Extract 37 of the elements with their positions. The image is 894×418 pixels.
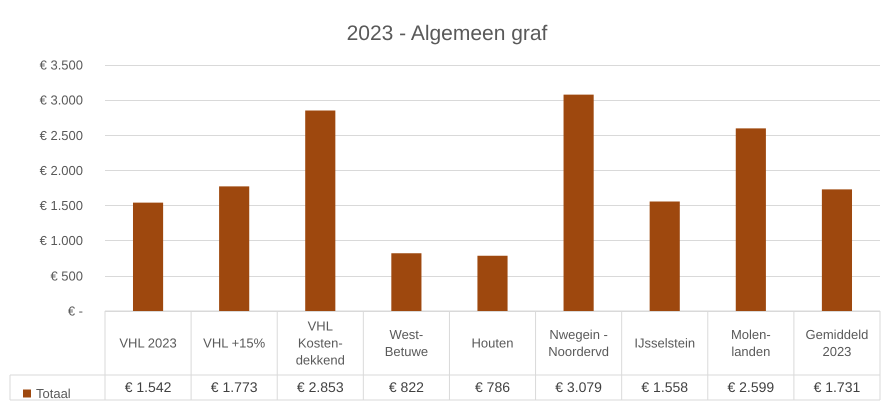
bar <box>219 186 250 311</box>
y-tick-label: € 1.500 <box>40 198 83 214</box>
x-tick-label: VHL Kosten-dekkend <box>296 318 345 368</box>
chart-title: 2023 - Algemeen graf <box>346 22 548 45</box>
data-label: € 2.853 <box>296 379 344 395</box>
data-label: € 1.731 <box>814 379 861 395</box>
x-tick-label: West-Betuwe <box>384 327 428 359</box>
bar <box>391 253 422 311</box>
y-tick-label: € 2.000 <box>40 162 83 178</box>
x-tick-label: IJsselstein <box>634 336 696 350</box>
legend-label: Totaal <box>36 386 71 401</box>
data-label: € 822 <box>388 379 424 395</box>
bar <box>132 202 164 311</box>
data-label: € 1.558 <box>641 379 688 395</box>
bar <box>736 128 766 311</box>
x-tick-label: Houten <box>472 336 514 350</box>
bar <box>650 201 680 311</box>
y-tick-label: € 3.000 <box>40 92 83 108</box>
data-label: € 1.773 <box>210 379 258 395</box>
data-label: € 786 <box>474 379 510 395</box>
x-tick-label: Molen-landen <box>730 327 771 359</box>
x-tick-label: VHL +15% <box>203 336 266 350</box>
y-tick-label: € 500 <box>50 268 83 284</box>
x-tick-label: VHL 2023 <box>119 336 177 350</box>
data-label: € 1.542 <box>124 379 172 395</box>
x-tick-label: Nwegein - Noordervd <box>548 327 609 359</box>
data-label: € 3.079 <box>555 379 602 395</box>
bar <box>305 110 336 311</box>
y-tick-label: € 3.500 <box>40 58 83 72</box>
y-tick-label: € 2.500 <box>40 128 83 143</box>
data-label: € 2.599 <box>727 379 774 395</box>
x-tick-label: Gemiddeld 2023 <box>806 327 868 359</box>
bar <box>477 256 508 311</box>
bar <box>822 189 852 311</box>
y-tick-label: € - <box>68 304 83 318</box>
y-tick-label: € 1.000 <box>40 233 83 248</box>
bar <box>564 94 594 311</box>
